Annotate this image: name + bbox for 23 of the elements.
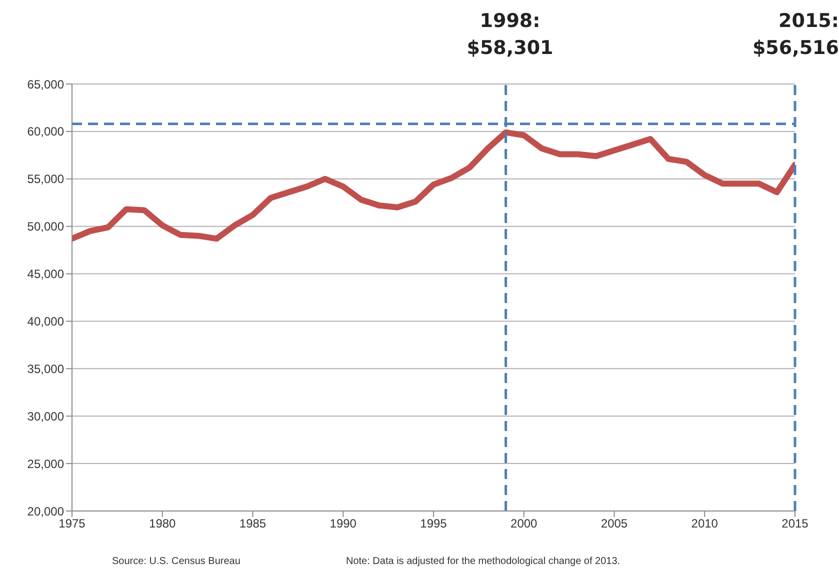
x-tick-label: 2015: [782, 516, 809, 531]
y-tick-label: 40,000: [27, 314, 64, 328]
x-tick-label: 1995: [420, 516, 448, 531]
y-tick-label: 35,000: [27, 362, 64, 376]
y-tick-label: 45,000: [27, 267, 64, 282]
y-tick-label: 55,000: [27, 172, 64, 186]
y-tick-label: 30,000: [27, 409, 64, 424]
x-tick-label: 1990: [330, 516, 357, 531]
x-tick-label: 1980: [149, 516, 176, 531]
x-tick-label: 1985: [239, 516, 266, 531]
x-tick-label: 2000: [510, 516, 538, 531]
y-tick-label: 65,000: [27, 77, 64, 92]
y-tick-label: 50,000: [27, 220, 64, 234]
y-tick-label: 20,000: [27, 504, 64, 518]
source-note: Source: U.S. Census Bureau: [112, 556, 240, 567]
text: 2015: $56,516: [751, 9, 839, 61]
text: 1998: $58,301: [466, 9, 554, 61]
y-tick-label: 25,000: [27, 456, 64, 471]
text: Note: Data is adjusted for the methodological change of 2013.: [346, 556, 620, 567]
x-tick-label: 1975: [58, 516, 86, 531]
x-tick-label: 2005: [600, 516, 628, 531]
y-tick-label: 60,000: [27, 124, 64, 139]
x-tick-label: 2010: [691, 516, 718, 531]
